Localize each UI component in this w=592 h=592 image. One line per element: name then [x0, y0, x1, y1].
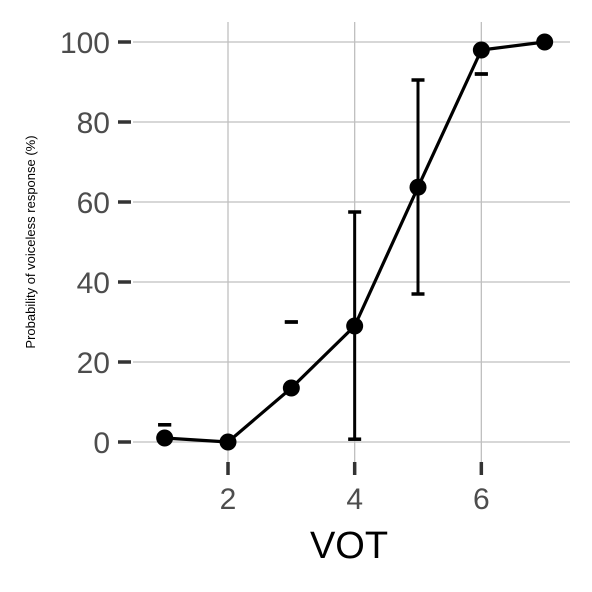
y-axis-title: Probability of voiceless response (%): [23, 135, 38, 348]
x-tick-label-4: 4: [346, 483, 363, 516]
y-tick-label-0: 0: [93, 427, 110, 460]
x-axis-title: VOT: [310, 525, 388, 567]
grid: [133, 22, 570, 470]
data-point-7: [536, 33, 554, 51]
data-point-4: [346, 317, 364, 335]
tick-labels: 0 20 40 60 80 100 2 4 6: [60, 27, 490, 516]
x-tick-label-2: 2: [220, 483, 237, 516]
data-point-1: [156, 429, 174, 447]
y-tick-label-100: 100: [60, 27, 110, 60]
data-point-5: [409, 178, 427, 196]
y-tick-label-80: 80: [77, 107, 110, 140]
y-tick-label-40: 40: [77, 267, 110, 300]
data-points: [156, 33, 554, 451]
x-tick-label-6: 6: [473, 483, 490, 516]
y-tick-label-20: 20: [77, 347, 110, 380]
data-point-2: [219, 433, 237, 451]
data-point-6: [472, 41, 490, 59]
y-tick-label-60: 60: [77, 187, 110, 220]
data-point-3: [282, 379, 300, 397]
tick-marks: [118, 40, 484, 475]
